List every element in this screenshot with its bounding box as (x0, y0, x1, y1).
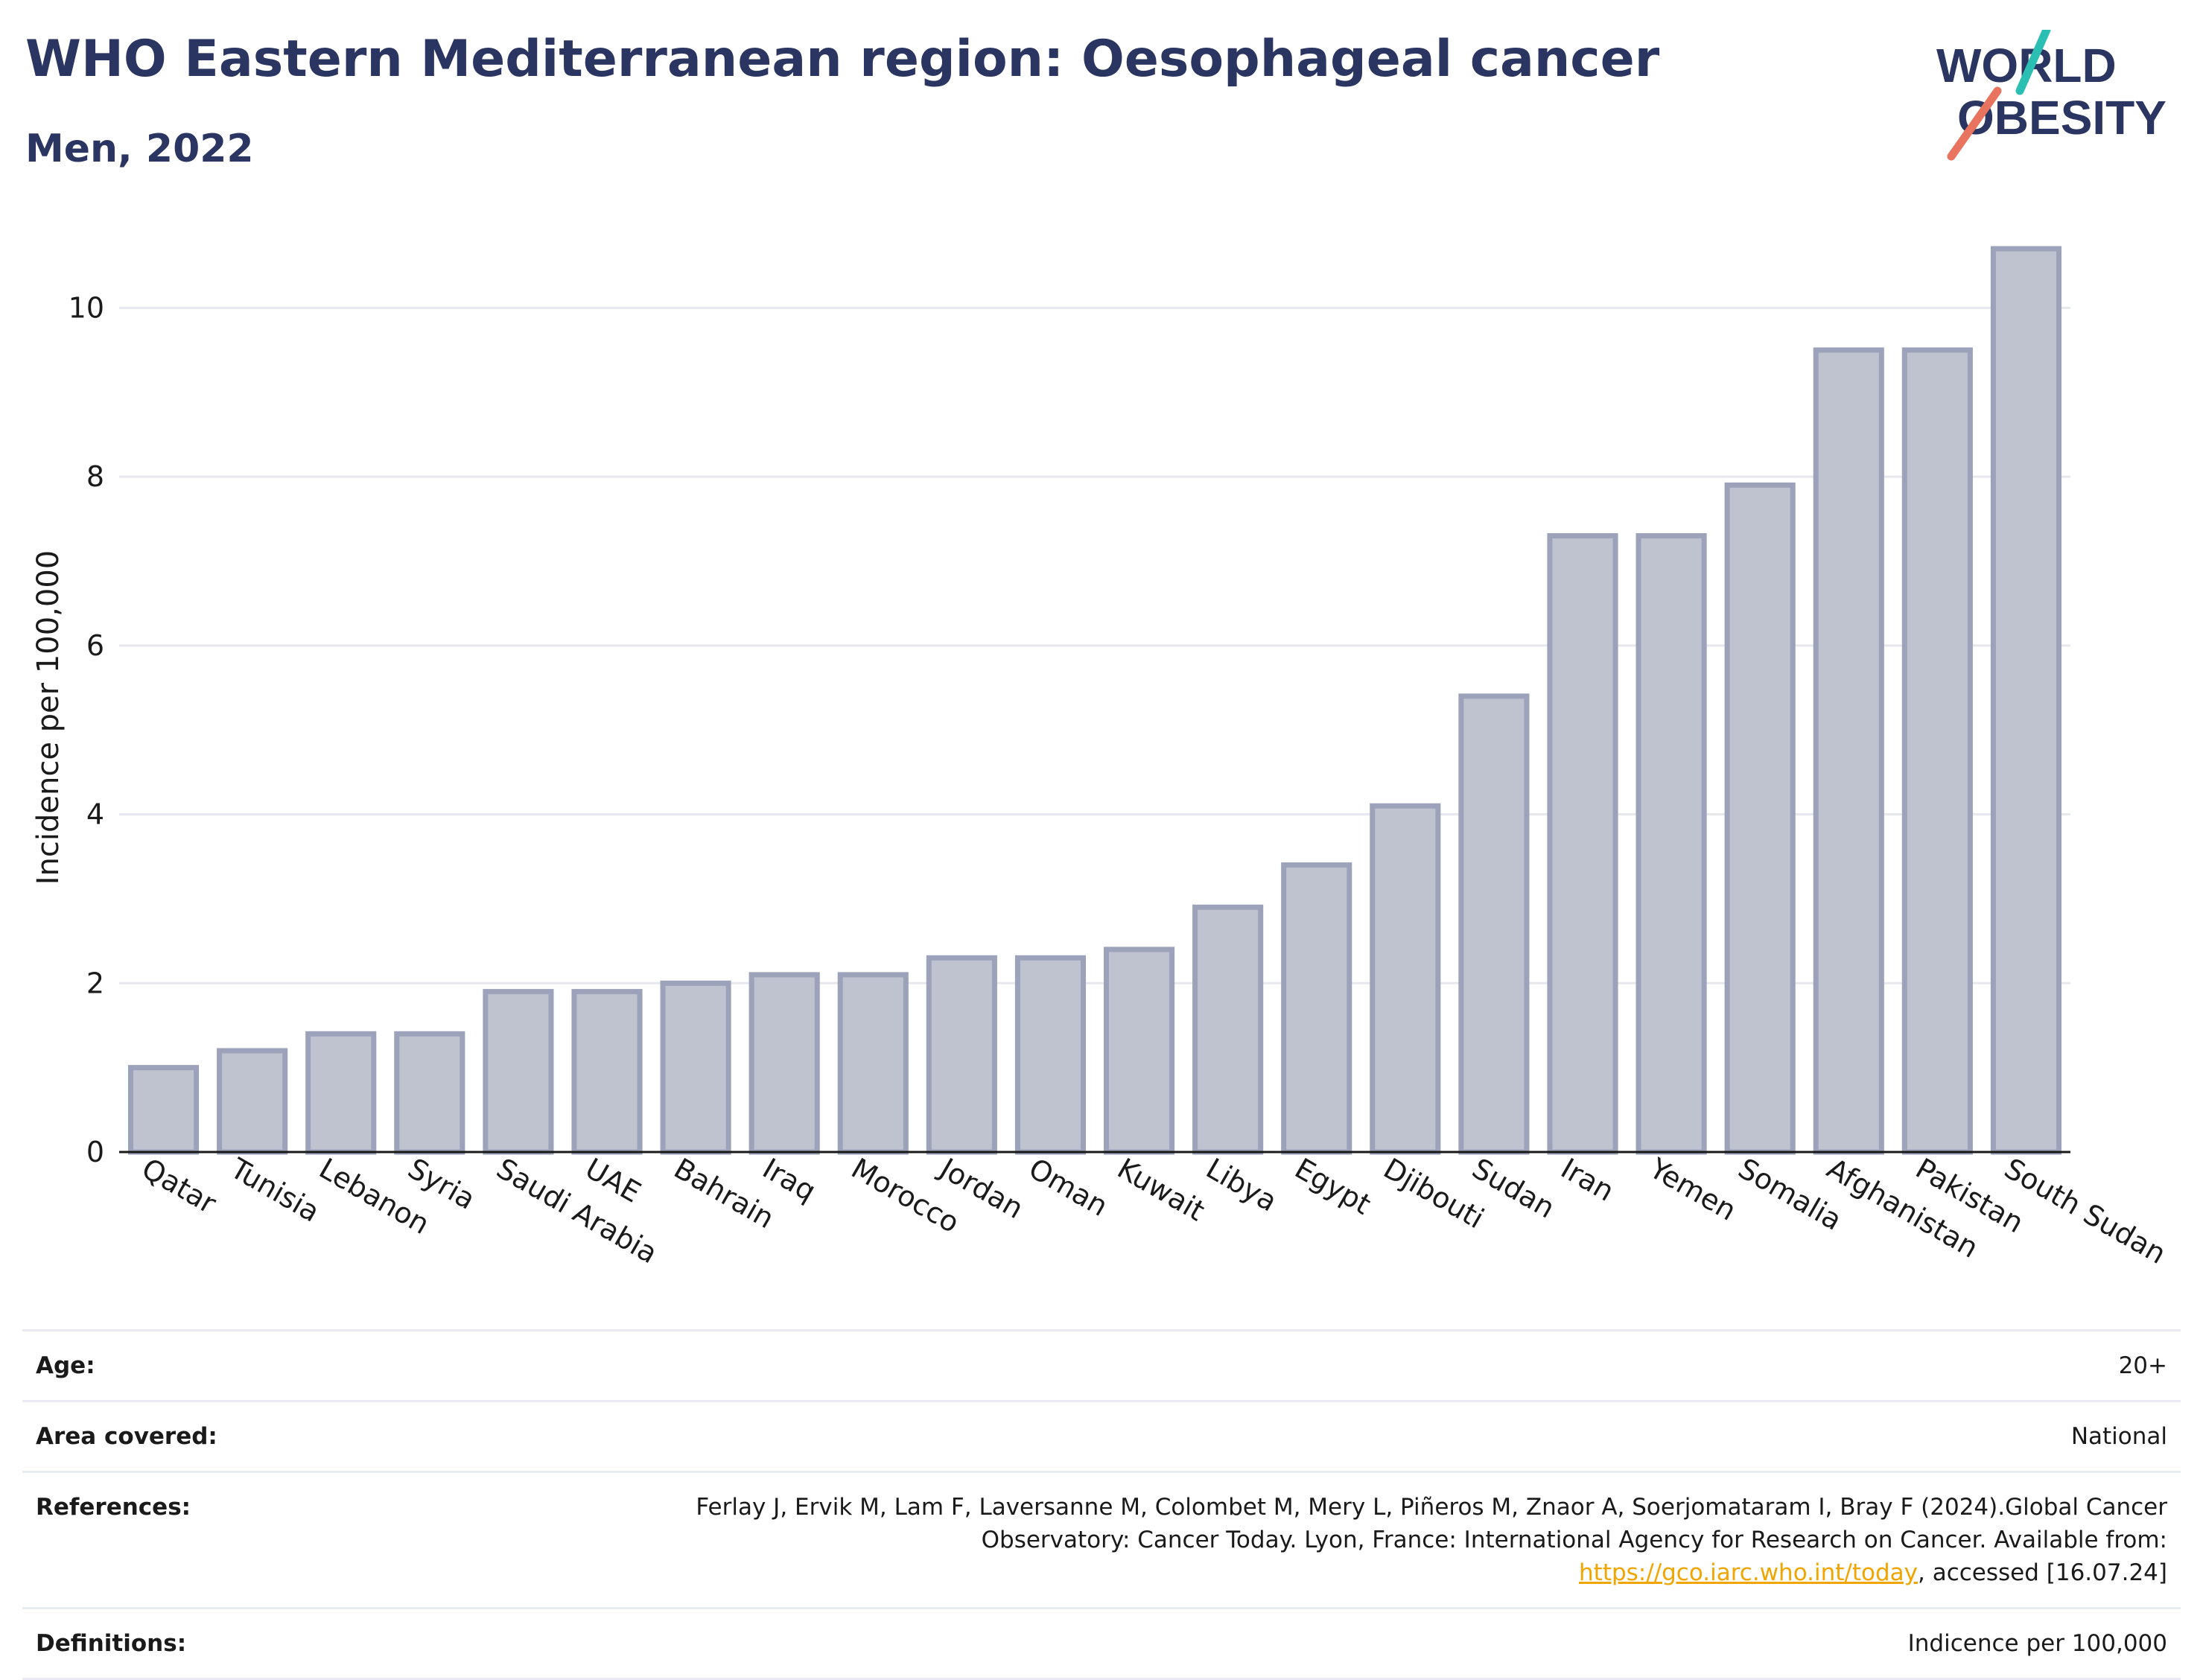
x-tick-label: Libya (1201, 1152, 1282, 1218)
x-tick-label: Oman (1023, 1152, 1113, 1223)
bar-jordan (926, 955, 997, 1155)
logo-slash-coral (1947, 86, 2002, 161)
area-label: Area covered: (36, 1423, 217, 1450)
bar-south-sudan (1990, 246, 2062, 1155)
bar-tunisia (217, 1048, 288, 1155)
bar-saudi-arabia (483, 989, 554, 1155)
references-text-1: Ferlay J, Ervik M, Lam F, Laversanne M, … (696, 1494, 2167, 1553)
bar-pakistan (1901, 347, 1973, 1155)
info-row-references: References: Ferlay J, Ervik M, Lam F, La… (22, 1471, 2181, 1607)
bar-oman (1014, 955, 1087, 1155)
bar-yemen (1635, 532, 1707, 1155)
bar-iraq (748, 972, 820, 1155)
bar-somalia (1724, 482, 1796, 1155)
y-tick-label: 0 (86, 1136, 104, 1168)
y-tick-label: 8 (86, 460, 104, 493)
bar-afghanistan (1813, 347, 1884, 1155)
references-text-2: , accessed [16.07.24] (1917, 1559, 2167, 1586)
x-tick-label: Djibouti (1378, 1152, 1490, 1235)
bar-djibouti (1370, 803, 1441, 1155)
world-obesity-logo: WORLD OBESITY (1936, 30, 2167, 161)
bar-lebanon (305, 1031, 377, 1155)
logo-slash-teal (2015, 30, 2051, 95)
bar-kuwait (1103, 946, 1175, 1155)
y-tick-label: 2 (86, 967, 104, 999)
bar-uae (571, 989, 643, 1155)
references-link[interactable]: https://gco.iarc.who.int/today (1579, 1559, 1918, 1586)
info-row-area: Area covered: National (22, 1400, 2181, 1471)
chart-title: WHO Eastern Mediterranean region: Oesoph… (25, 30, 1660, 89)
bar-chart: 0 2 4 6 8 10 Incidence per 100,000 Qatar Tunisia… (31, 246, 2172, 1270)
bar-libya (1192, 904, 1264, 1155)
definitions-label: Definitions: (36, 1630, 187, 1657)
x-tick-label: Egypt (1289, 1152, 1376, 1221)
bar-egypt (1281, 862, 1352, 1155)
x-tick-label: Saudi Arabia (491, 1152, 663, 1270)
bar-syria (394, 1031, 465, 1155)
bar-qatar (127, 1065, 200, 1155)
definitions-value: Indicence per 100,000 (1907, 1630, 2167, 1657)
bar-morocco (837, 972, 909, 1155)
references-label: References: (36, 1494, 191, 1521)
x-tick-label: Tunisia (224, 1151, 325, 1229)
age-label: Age: (36, 1352, 95, 1379)
x-tick-label: Iran (1556, 1152, 1620, 1208)
x-tick-label: Kuwait (1112, 1152, 1210, 1228)
bar-bahrain (660, 980, 731, 1155)
y-tick-label: 6 (86, 629, 104, 662)
bar-sudan (1458, 693, 1530, 1155)
references-value: Ferlay J, Ervik M, Lam F, Laversanne M, … (663, 1491, 2167, 1589)
y-tick-label: 4 (86, 798, 104, 831)
x-tick-label: Bahrain (669, 1152, 780, 1235)
y-axis-label: Incidence per 100,000 (31, 550, 66, 885)
info-row-definitions: Definitions: Indicence per 100,000 (22, 1607, 2181, 1680)
y-tick-label: 10 (69, 291, 104, 324)
x-tick-label: Qatar (136, 1152, 222, 1221)
info-row-age: Age: 20+ (22, 1329, 2181, 1400)
bar-iran (1547, 532, 1618, 1155)
chart-subtitle: Men, 2022 (25, 127, 254, 171)
x-tick-label: Yemen (1644, 1151, 1742, 1227)
age-value: 20+ (2118, 1352, 2167, 1379)
info-table: Age: 20+ Area covered: National Referenc… (22, 1329, 2181, 1680)
area-value: National (2070, 1423, 2167, 1450)
